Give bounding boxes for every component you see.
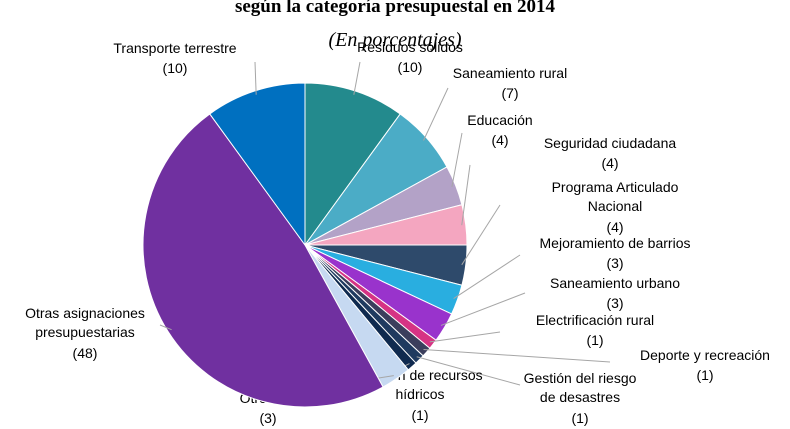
value-label: (10) (163, 60, 188, 76)
leader-line (159, 324, 172, 331)
leader-line (451, 132, 463, 187)
chart-subtitle: (En porcentajes) (328, 29, 461, 51)
pie-slice (304, 82, 401, 247)
slice-label: Otras asignaciones presupuestarias (25, 305, 145, 340)
value-label: (1) (696, 367, 713, 383)
leader-line (416, 356, 521, 386)
pie-slice (142, 113, 384, 408)
value-label: (1) (586, 332, 603, 348)
leader-line (461, 204, 501, 266)
slice-label: Seguridad ciudadana (544, 135, 677, 151)
leader-line (453, 254, 521, 299)
slice-label: Mejoramiento de barrios (540, 235, 691, 251)
slice-label: Deporte y recreación (640, 347, 770, 363)
value-label: (1) (571, 410, 588, 426)
value-label: (4) (601, 155, 618, 171)
value-label: (3) (259, 410, 276, 426)
slice-label: Transporte terrestre (113, 40, 236, 56)
leader-line (429, 331, 501, 343)
leader-line (461, 164, 471, 226)
value-label: (4) (606, 219, 623, 235)
value-label: (4) (491, 132, 508, 148)
leader-line (440, 292, 526, 326)
slice-label: Electrificación rural (536, 312, 654, 328)
slice-label: Saneamiento urbano (550, 275, 680, 291)
value-label: (7) (501, 85, 518, 101)
slice-label: Educación (467, 112, 532, 128)
value-label: (3) (606, 295, 623, 311)
chart-title: según la categoría presupuestal en 2014 (235, 0, 556, 17)
pie-slice (209, 82, 306, 247)
value-label: (10) (398, 59, 423, 75)
leader-line (423, 87, 449, 141)
leader-line (254, 61, 257, 95)
slice-label: Residuos sólidos (357, 39, 463, 55)
value-label: (3) (606, 255, 623, 271)
slice-label: Gestión del riesgo de desastres (524, 370, 637, 405)
leader-line (353, 61, 361, 95)
value-label: (48) (73, 345, 98, 361)
slice-label: Saneamiento rural (453, 65, 567, 81)
leader-line (423, 348, 611, 363)
slice-label: Programa Articulado Nacional (552, 179, 679, 214)
value-label: (1) (411, 407, 428, 423)
